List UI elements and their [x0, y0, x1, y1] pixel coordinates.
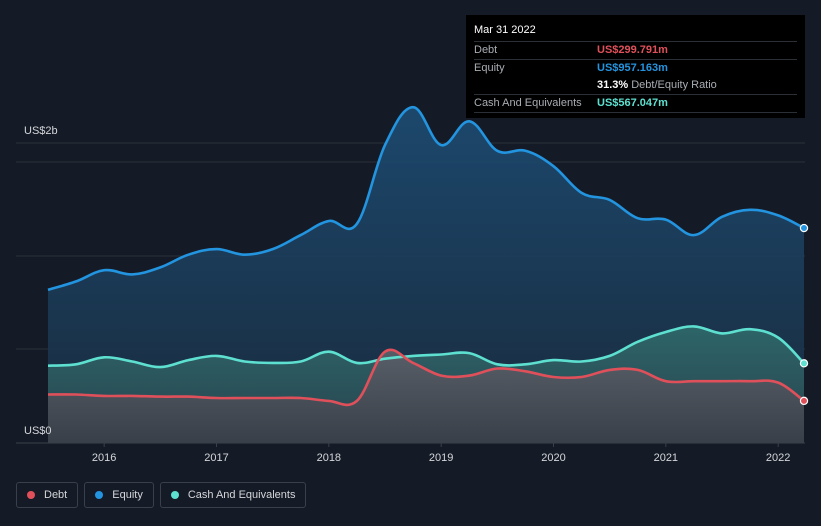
legend: Debt Equity Cash And Equivalents: [16, 482, 312, 510]
tooltip-row-cash: Cash And Equivalents US$567.047m: [474, 94, 797, 112]
tooltip-row-ratio: 31.3% Debt/Equity Ratio: [474, 77, 797, 94]
tooltip-ratio-value: 31.3%: [597, 79, 629, 91]
legend-item-equity[interactable]: Equity: [84, 482, 154, 508]
tooltip-row-debt: Debt US$299.791m: [474, 41, 797, 59]
x-tick-label-2020: 2020: [541, 452, 565, 464]
y-axis-min-label: US$0: [24, 425, 52, 437]
cash-line: [47, 325, 805, 369]
y-axis-max-label: US$2b: [24, 125, 58, 137]
tooltip-cash-label: Cash And Equivalents: [474, 97, 582, 109]
tooltip-row-equity: Equity US$957.163m: [474, 59, 797, 77]
x-tick-label-2018: 2018: [317, 452, 341, 464]
x-tick-label-2019: 2019: [429, 452, 453, 464]
cash-dot-icon: [170, 491, 179, 499]
legend-item-cash[interactable]: Cash And Equivalents: [159, 482, 307, 508]
x-tick-label-2016: 2016: [92, 452, 116, 464]
legend-equity-label: Equity: [112, 489, 143, 501]
tooltip-debt-label: Debt: [474, 44, 498, 56]
tooltip-ratio-label: Debt/Equity Ratio: [631, 79, 717, 91]
tooltip-panel: Mar 31 2022 Debt US$299.791m Equity US$9…: [466, 15, 805, 118]
series-endpoints: [799, 223, 809, 406]
equity-dot-icon: [95, 491, 104, 499]
x-tick-label-2021: 2021: [654, 452, 678, 464]
equity-end-point: [799, 223, 809, 233]
legend-item-debt[interactable]: Debt: [16, 482, 79, 508]
x-axis: 2016 2017 2018 2019 2020 2021 2022: [92, 443, 790, 464]
tooltip-date: Mar 31 2022: [474, 24, 536, 36]
debt-end-point: [799, 396, 809, 406]
series-lines: [47, 105, 805, 407]
debt-line: [47, 348, 805, 407]
cash-end-point: [799, 359, 809, 368]
tooltip-equity-label: Equity: [474, 62, 505, 74]
x-tick-label-2017: 2017: [204, 452, 228, 464]
tooltip-debt-value: US$299.791m: [597, 44, 668, 56]
legend-debt-label: Debt: [44, 489, 68, 501]
debt-area: [48, 349, 804, 443]
debt-dot-icon: [27, 491, 35, 499]
legend-cash-label: Cash And Equivalents: [187, 489, 296, 501]
series-areas: [48, 107, 804, 443]
tooltip-cash-value: US$567.047m: [597, 97, 668, 109]
tooltip-equity-value: US$957.163m: [597, 62, 668, 74]
x-tick-label-2022: 2022: [766, 452, 790, 464]
equity-line: [47, 105, 805, 292]
